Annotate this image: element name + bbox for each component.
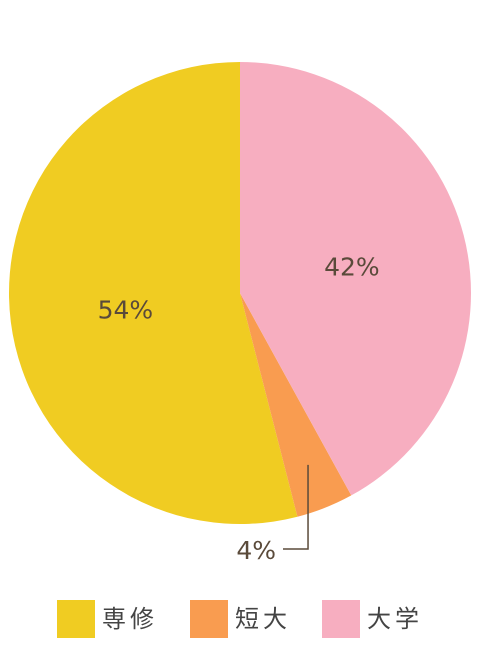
legend-swatch <box>322 600 360 638</box>
pie-slice <box>9 62 298 524</box>
pie-slice <box>240 62 472 496</box>
slice-label: 4% <box>236 536 276 565</box>
legend-label: 専修 <box>102 605 158 633</box>
legend-swatch <box>57 600 95 638</box>
slice-label: 42% <box>324 252 380 281</box>
leader-line <box>283 464 309 550</box>
slice-label: 54% <box>98 295 154 324</box>
pie-slice <box>240 293 352 517</box>
legend-label: 短大 <box>235 605 291 633</box>
legend-label: 大学 <box>367 605 423 633</box>
legend-swatch <box>190 600 228 638</box>
